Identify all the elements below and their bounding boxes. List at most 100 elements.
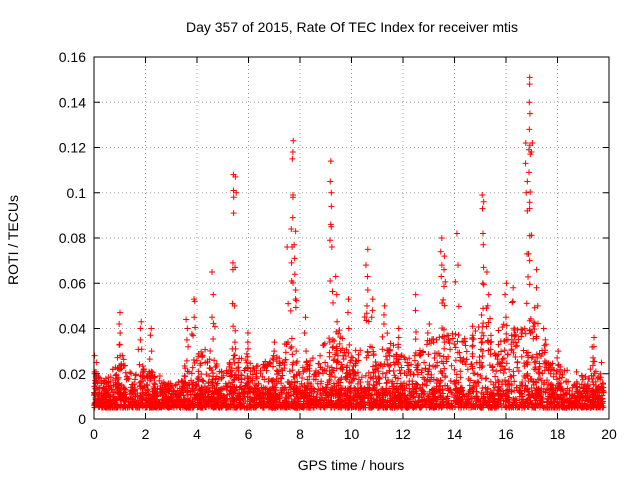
data-point — [473, 383, 480, 390]
data-point — [454, 338, 461, 345]
data-point — [555, 362, 562, 369]
data-point — [285, 395, 292, 402]
data-point — [573, 368, 580, 375]
data-point — [544, 377, 551, 384]
data-point — [469, 365, 476, 372]
data-point — [181, 372, 188, 379]
data-point — [410, 371, 417, 378]
data-point — [339, 345, 346, 352]
peak-point — [232, 345, 239, 352]
data-point — [235, 367, 242, 374]
y-tick-label: 0.16 — [59, 49, 86, 65]
peak-point — [116, 320, 123, 327]
data-point — [254, 402, 261, 409]
data-point — [95, 391, 102, 398]
data-point — [269, 395, 276, 402]
data-point — [439, 325, 446, 332]
data-point — [412, 349, 419, 356]
data-point — [561, 367, 568, 374]
y-tick-label: 0.14 — [59, 94, 86, 110]
data-point — [198, 371, 205, 378]
data-point — [416, 347, 423, 354]
chart-title: Day 357 of 2015, Rate Of TEC Index for r… — [186, 19, 518, 35]
data-point — [488, 338, 495, 345]
peak-point — [395, 325, 402, 332]
data-point — [243, 359, 250, 366]
data-point — [325, 391, 332, 398]
data-point — [433, 336, 440, 343]
data-point — [494, 361, 501, 368]
data-point — [531, 325, 538, 332]
data-point — [490, 381, 497, 388]
data-point — [213, 373, 220, 380]
data-point — [107, 374, 114, 381]
data-point — [306, 373, 313, 380]
data-point — [279, 402, 286, 409]
data-point — [314, 389, 321, 396]
data-point — [134, 390, 141, 397]
data-point — [364, 378, 371, 385]
data-point — [190, 356, 197, 363]
data-point — [525, 273, 532, 280]
data-point — [566, 387, 573, 394]
data-point — [131, 376, 138, 383]
data-point — [329, 288, 336, 295]
data-point — [558, 400, 565, 407]
data-point — [520, 347, 527, 354]
data-point — [412, 398, 419, 405]
y-tick-label: 0.02 — [59, 366, 86, 382]
data-point — [526, 199, 533, 206]
data-point — [437, 377, 444, 384]
data-point — [548, 385, 555, 392]
data-point — [526, 281, 533, 288]
peak-point — [183, 316, 190, 323]
data-point — [533, 351, 540, 358]
peak-point — [244, 330, 251, 337]
x-tick-label: 6 — [245, 426, 253, 442]
data-point — [451, 380, 458, 387]
data-point — [557, 395, 564, 402]
data-point — [244, 353, 251, 360]
data-point — [502, 397, 509, 404]
data-point — [386, 352, 393, 359]
data-point — [405, 366, 412, 373]
y-axis-ticks: 0 0.02 0.04 0.06 0.08 0.1 0.12 0.14 0.16 — [59, 49, 609, 427]
data-point — [383, 369, 390, 376]
data-point — [595, 384, 602, 391]
data-point — [447, 346, 454, 353]
peak-point — [503, 280, 510, 287]
peak-point — [244, 345, 251, 352]
data-point — [293, 348, 300, 355]
data-point — [290, 359, 297, 366]
data-point — [183, 357, 190, 364]
data-point — [382, 392, 389, 399]
data-point — [307, 357, 314, 364]
data-point — [478, 311, 485, 318]
data-point — [529, 403, 536, 410]
data-point — [337, 397, 344, 404]
data-point — [289, 351, 296, 358]
peak-point — [479, 192, 486, 199]
data-point — [521, 325, 528, 332]
data-point — [451, 341, 458, 348]
data-point — [478, 389, 485, 396]
data-point — [379, 396, 386, 403]
data-point — [105, 401, 112, 408]
data-point — [116, 366, 123, 373]
data-point — [296, 370, 303, 377]
data-point — [526, 391, 533, 398]
data-point — [492, 373, 499, 380]
data-point — [361, 401, 368, 408]
data-point — [270, 356, 277, 363]
data-point — [100, 393, 107, 400]
data-point — [587, 366, 594, 373]
data-point — [281, 397, 288, 404]
data-point — [114, 354, 121, 361]
data-point — [364, 395, 371, 402]
data-point — [395, 375, 402, 382]
data-point — [277, 399, 284, 406]
data-point — [217, 403, 224, 410]
data-point — [151, 386, 158, 393]
data-point — [334, 352, 341, 359]
data-point — [424, 376, 431, 383]
